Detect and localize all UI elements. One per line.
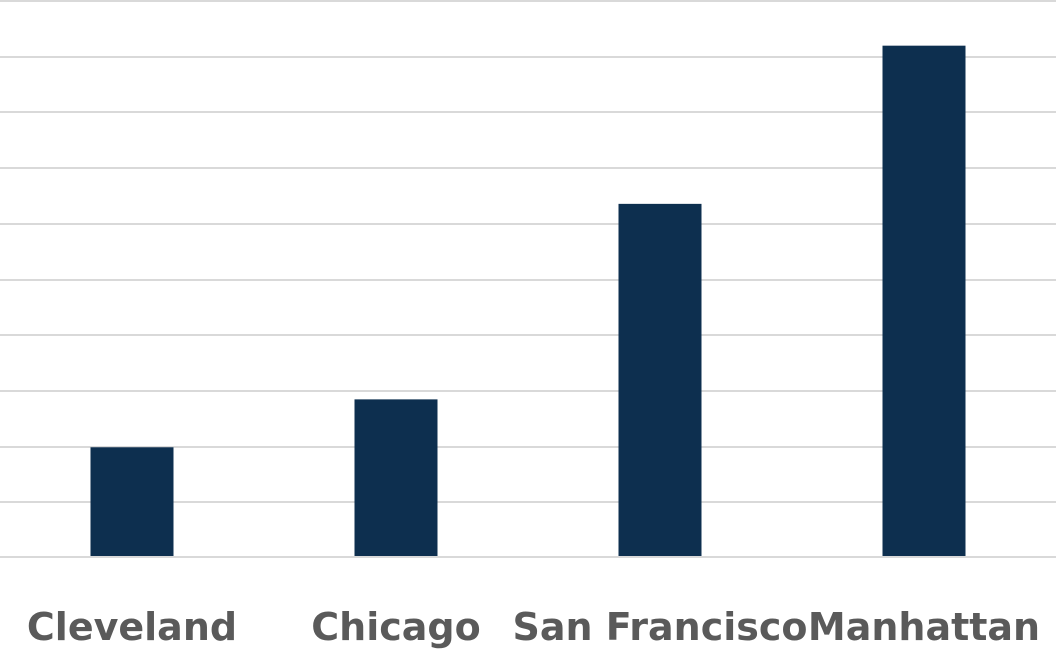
category-label-chicago: Chicago xyxy=(311,605,480,649)
category-label-manhattan: Manhattan xyxy=(808,605,1040,649)
category-label-cleveland: Cleveland xyxy=(27,605,237,649)
bar-chicago xyxy=(354,399,438,557)
bar-san-francisco xyxy=(618,203,702,557)
gridlines xyxy=(0,0,1056,503)
bar-manhattan xyxy=(882,45,966,557)
bar-cleveland xyxy=(90,447,174,557)
category-labels: Cleveland Chicago San Francisco Manhattan xyxy=(27,605,1040,649)
category-label-san-francisco: San Francisco xyxy=(512,605,807,649)
bars xyxy=(90,45,966,557)
